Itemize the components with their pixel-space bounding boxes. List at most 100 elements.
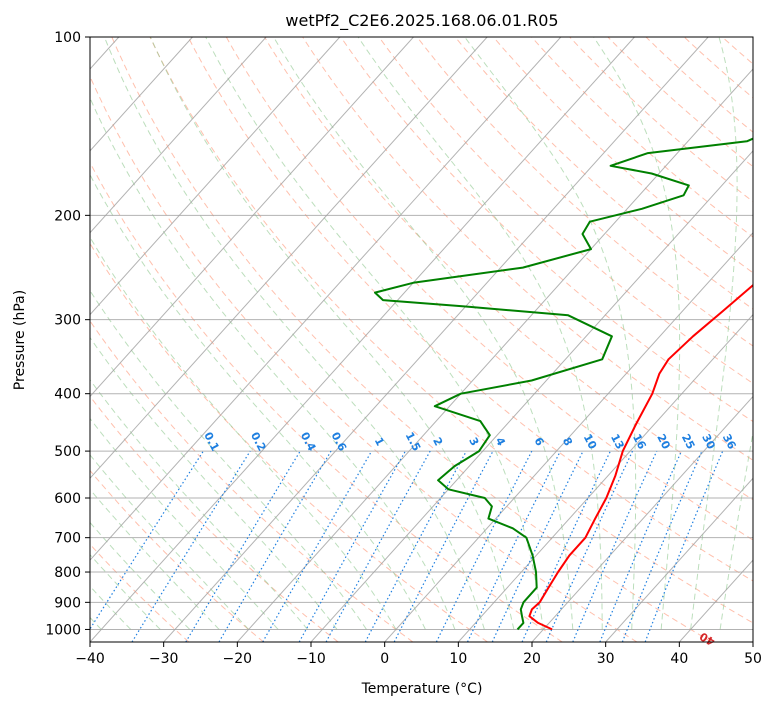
mixing-ratio-label: 1 — [372, 435, 387, 448]
dry-adiabat-line — [225, 37, 753, 541]
mixing-ratio-label: 6 — [531, 435, 546, 448]
background-grid — [90, 37, 775, 642]
dry-adiabat-line — [645, 37, 753, 133]
dry-adiabat-line — [378, 37, 753, 385]
isotherm-line — [384, 231, 753, 642]
profile-lines — [374, 137, 753, 631]
dry-adiabat-line — [454, 37, 753, 310]
mixing-ratio-label: 10 — [581, 432, 600, 452]
mixing-ratio-line — [644, 450, 724, 642]
moist-adiabat-line — [690, 37, 738, 630]
x-tick-label: 50 — [744, 651, 762, 667]
moist-adiabat-line — [719, 430, 753, 630]
dry-adiabat-line — [531, 37, 753, 238]
mixing-ratio-label: 0.2 — [248, 430, 269, 453]
mixing-ratio-line — [435, 450, 533, 642]
y-tick-label: 500 — [54, 444, 81, 460]
dry-adiabat-line — [416, 37, 753, 347]
x-tick-label: −30 — [149, 651, 179, 667]
mixing-ratio-label: 1.5 — [403, 430, 424, 453]
mixing-ratio-label: 20 — [654, 432, 673, 452]
dry-adiabat-line — [90, 395, 339, 642]
moist-adiabat-line — [90, 96, 456, 630]
mixing-ratio-line — [90, 450, 204, 631]
dry-adiabat-line — [683, 37, 753, 99]
x-tick-label: 20 — [523, 651, 541, 667]
x-tick-label: 40 — [670, 651, 688, 667]
x-tick-label: −40 — [75, 651, 105, 667]
isotherm-line — [531, 395, 753, 642]
moist-adiabat-line — [90, 236, 397, 630]
mixing-ratio-line — [572, 450, 658, 642]
mixing-ratio-label: 30 — [699, 432, 718, 452]
mixing-ratio-label: 0.1 — [201, 430, 222, 453]
moist-adiabat-line — [90, 454, 249, 630]
temperature-profile-line — [528, 283, 753, 631]
y-tick-label: 400 — [54, 387, 81, 403]
mixing-ratio-line — [545, 450, 634, 642]
isotherm-line — [236, 68, 753, 642]
dry-adiabat-line — [493, 37, 753, 274]
moist-adiabat-line — [357, 37, 603, 630]
y-tick-label: 900 — [54, 595, 81, 611]
mixing-ratio-line — [262, 450, 373, 642]
mixing-ratio-line — [131, 450, 251, 642]
mixing-ratio-label: 25 — [679, 432, 698, 452]
isotherm-line — [90, 37, 414, 398]
moist-adiabat-line — [103, 37, 485, 630]
isotherm-line — [605, 477, 753, 642]
dry-adiabat-line — [149, 37, 753, 624]
moist-adiabat-line — [90, 336, 338, 630]
mixing-ratio-label: 2 — [430, 435, 445, 448]
mixing-ratio-label: 0.6 — [329, 430, 350, 454]
dry-adiabat-line — [264, 37, 753, 501]
dry-adiabat-line — [90, 320, 414, 642]
moist-adiabat-line — [90, 521, 191, 630]
y-tick-label: 200 — [54, 208, 81, 224]
y-tick-label: 300 — [54, 313, 81, 329]
isotherm-line — [90, 37, 193, 152]
moist-adiabat-line — [593, 37, 681, 630]
dry-adiabat-line — [761, 37, 775, 642]
isotherm-line — [163, 37, 709, 642]
moist-adiabat-line — [149, 37, 515, 630]
isotherm-line — [90, 37, 267, 234]
dewpoint-profile-line — [374, 137, 753, 631]
dry-adiabat-line — [90, 543, 190, 642]
dry-adiabat-label: 40 — [697, 629, 717, 648]
isotherm-line — [457, 313, 753, 642]
y-axis-label: Pressure (hPa) — [12, 290, 28, 390]
moist-adiabat-line — [90, 173, 426, 630]
moist-adiabat-line — [273, 37, 574, 630]
plot-frame — [89, 36, 754, 643]
mixing-ratio-label: 36 — [720, 432, 739, 452]
isotherm-line — [310, 150, 753, 642]
mixing-ratio-line — [325, 450, 431, 642]
isotherm-line — [752, 641, 753, 642]
mixing-ratio-line — [364, 450, 467, 642]
y-tick-label: 600 — [54, 491, 81, 507]
isotherm-line — [90, 37, 341, 316]
x-tick-label: 10 — [449, 651, 467, 667]
isotherm-line — [90, 37, 562, 561]
y-tick-label: 700 — [54, 531, 81, 547]
mixing-ratio-line — [185, 450, 301, 642]
x-tick-label: 30 — [597, 651, 615, 667]
mixing-ratio-label: 13 — [608, 432, 627, 452]
mixing-ratio-label: 16 — [630, 432, 649, 452]
mixing-ratio-line — [298, 450, 406, 642]
mixing-ratio-label: 3 — [466, 435, 481, 448]
isotherm-line — [90, 37, 635, 642]
x-tick-label: −10 — [296, 651, 326, 667]
dry-adiabat-line — [90, 242, 488, 642]
y-tick-label: 100 — [54, 30, 81, 46]
dry-adiabat-line — [90, 161, 563, 642]
mixing-ratio-line — [491, 450, 584, 642]
moist-adiabat-line — [90, 417, 279, 630]
mixing-ratio-line — [599, 450, 682, 642]
dry-adiabat-line — [90, 469, 264, 642]
mixing-ratio-label: 8 — [560, 435, 575, 448]
dry-adiabat-line — [607, 37, 753, 168]
